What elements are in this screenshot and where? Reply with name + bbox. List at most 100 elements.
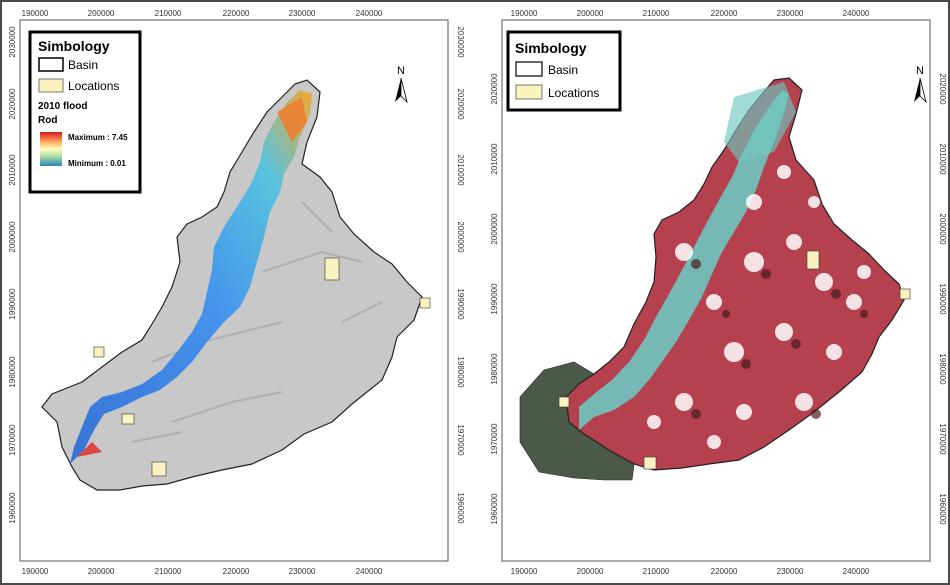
x-tick-label: 190000 bbox=[22, 9, 49, 18]
location-polygon bbox=[643, 456, 657, 470]
location-polygon bbox=[899, 288, 911, 300]
north-label: N bbox=[916, 65, 924, 77]
y-tick-label: 2020000 bbox=[456, 88, 465, 120]
x-tick-label: 220000 bbox=[223, 9, 250, 18]
x-tick-label: 190000 bbox=[511, 567, 538, 576]
y-tick-label: 2030000 bbox=[8, 26, 17, 58]
x-tick-label: 220000 bbox=[711, 567, 738, 576]
north-arrow: N bbox=[914, 65, 927, 104]
flood-extent bbox=[70, 90, 312, 464]
location-polygon bbox=[93, 346, 105, 358]
high-depth-zone bbox=[277, 97, 307, 142]
x-axis-top: 190000 200000 210000 220000 230000 24000… bbox=[22, 9, 383, 18]
x-tick-label: 240000 bbox=[356, 9, 383, 18]
flood-depth-map-panel: 190000 200000 210000 220000 230000 24000… bbox=[2, 2, 466, 579]
y-axis-left: 2020000 2010000 2000000 1990000 1980000 … bbox=[490, 73, 499, 525]
x-tick-label: 200000 bbox=[577, 9, 604, 18]
y-tick-label: 2010000 bbox=[456, 154, 465, 186]
y-tick-label: 1960000 bbox=[456, 492, 465, 524]
y-tick-label: 2020000 bbox=[938, 73, 947, 105]
locations-swatch bbox=[38, 78, 64, 93]
location-polygon bbox=[324, 257, 340, 281]
x-tick-label: 200000 bbox=[577, 567, 604, 576]
y-tick-label: 2010000 bbox=[938, 143, 947, 175]
y-tick-label: 1970000 bbox=[490, 423, 499, 455]
x-tick-label: 210000 bbox=[643, 9, 670, 18]
x-tick-label: 210000 bbox=[155, 9, 182, 18]
x-tick-label: 220000 bbox=[223, 567, 250, 576]
basin-swatch bbox=[38, 57, 64, 72]
min-label: Minimum : 0.01 bbox=[68, 159, 126, 168]
y-tick-label: 1990000 bbox=[456, 288, 465, 320]
x-tick-label: 190000 bbox=[22, 567, 49, 576]
x-tick-label: 230000 bbox=[289, 567, 316, 576]
north-arrow-icon bbox=[914, 78, 920, 102]
location-polygon bbox=[419, 297, 431, 309]
location-polygon bbox=[151, 461, 167, 477]
y-tick-label: 1980000 bbox=[938, 353, 947, 385]
y-tick-label: 2020000 bbox=[8, 88, 17, 120]
x-axis-bottom: 190000 200000 210000 220000 230000 24000… bbox=[22, 567, 383, 576]
y-tick-label: 1970000 bbox=[8, 424, 17, 456]
north-label: N bbox=[397, 65, 405, 77]
y-tick-label: 1970000 bbox=[938, 423, 947, 455]
y-tick-label: 2000000 bbox=[490, 213, 499, 245]
x-tick-label: 240000 bbox=[356, 567, 383, 576]
water-region bbox=[724, 82, 796, 162]
basin-label: Basin bbox=[68, 58, 98, 72]
y-tick-label: 1960000 bbox=[490, 493, 499, 525]
flood-layer-label: Rod bbox=[38, 115, 57, 126]
cloud-shadow bbox=[691, 259, 868, 419]
y-tick-label: 2000000 bbox=[8, 221, 17, 253]
legend: Simbology Basin Locations 2010 flood Rod… bbox=[28, 30, 142, 194]
basin-swatch bbox=[515, 61, 543, 77]
basin-label: Basin bbox=[548, 63, 578, 77]
locations-label: Locations bbox=[68, 79, 119, 93]
location-polygon bbox=[121, 413, 135, 425]
legend-title: Simbology bbox=[515, 40, 587, 56]
x-tick-label: 200000 bbox=[88, 9, 115, 18]
north-arrow-icon bbox=[919, 77, 927, 104]
river-water bbox=[579, 90, 789, 430]
x-axis-top: 190000 200000 210000 220000 230000 24000… bbox=[511, 9, 870, 18]
y-tick-label: 1960000 bbox=[8, 492, 17, 524]
flood-depth-map: 190000 200000 210000 220000 230000 24000… bbox=[8, 9, 465, 576]
y-tick-label: 2010000 bbox=[8, 154, 17, 186]
y-tick-label: 1990000 bbox=[8, 288, 17, 320]
x-tick-label: 240000 bbox=[843, 567, 870, 576]
legend: Simbology Basin Locations bbox=[506, 30, 622, 112]
x-tick-label: 190000 bbox=[511, 9, 538, 18]
location-polygon bbox=[806, 250, 820, 270]
y-tick-label: 2000000 bbox=[456, 221, 465, 253]
max-label: Maximum : 7.45 bbox=[68, 133, 128, 142]
hillshade-texture bbox=[131, 201, 383, 443]
x-tick-label: 220000 bbox=[711, 9, 738, 18]
flood-title: 2010 flood bbox=[38, 101, 87, 112]
y-tick-label: 1970000 bbox=[456, 424, 465, 456]
x-tick-label: 210000 bbox=[155, 567, 182, 576]
satellite-map-panel: 190000 200000 210000 220000 230000 24000… bbox=[484, 2, 948, 579]
satellite-map: 190000 200000 210000 220000 230000 24000… bbox=[490, 9, 947, 576]
y-tick-label: 2020000 bbox=[490, 73, 499, 105]
y-tick-label: 1980000 bbox=[456, 356, 465, 388]
x-tick-label: 230000 bbox=[777, 9, 804, 18]
cloud-cover bbox=[647, 165, 871, 449]
x-tick-label: 230000 bbox=[289, 9, 316, 18]
y-tick-label: 2000000 bbox=[938, 213, 947, 245]
y-tick-label: 1990000 bbox=[938, 283, 947, 315]
y-axis-right: 2030000 2020000 2010000 2000000 1990000 … bbox=[456, 26, 465, 524]
y-tick-label: 1960000 bbox=[938, 493, 947, 525]
x-tick-label: 240000 bbox=[843, 9, 870, 18]
high-depth-zone bbox=[77, 442, 102, 457]
x-axis-bottom: 190000 200000 210000 220000 230000 24000… bbox=[511, 567, 870, 576]
north-arrow-icon bbox=[395, 78, 401, 102]
legend-title: Simbology bbox=[38, 38, 110, 54]
north-arrow-icon bbox=[400, 77, 408, 104]
y-tick-label: 2030000 bbox=[456, 26, 465, 58]
locations-swatch bbox=[515, 84, 543, 100]
locations-label: Locations bbox=[548, 86, 599, 100]
location-polygon bbox=[558, 396, 570, 408]
flood-color-ramp bbox=[40, 132, 62, 166]
y-tick-label: 1980000 bbox=[8, 356, 17, 388]
y-tick-label: 2010000 bbox=[490, 143, 499, 175]
